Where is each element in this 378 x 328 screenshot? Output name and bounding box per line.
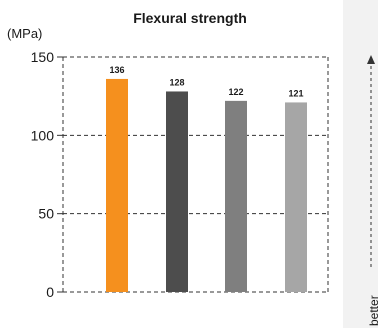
y-tick-label: 50 [38, 206, 54, 222]
y-axis-unit-label: (MPa) [7, 26, 42, 41]
bar-1 [106, 78, 128, 292]
y-tick-label: 150 [31, 49, 55, 65]
y-tick-label: 0 [46, 284, 54, 300]
bar-2 [166, 91, 188, 292]
bar-4 [285, 102, 307, 292]
data-label-2: 128 [169, 77, 184, 87]
bars [106, 78, 307, 292]
chart-title: Flexural strength [133, 10, 247, 26]
better-indicator-panel [343, 0, 378, 328]
better-indicator: better [367, 55, 378, 326]
data-label-1: 136 [109, 65, 124, 75]
data-labels: 136 128 122 121 [109, 65, 303, 99]
up-arrow-icon [367, 55, 375, 64]
bar-3 [225, 100, 247, 292]
y-axis-ticks: 0 50 100 150 [31, 49, 63, 300]
data-label-3: 122 [228, 87, 243, 97]
y-tick-label: 100 [31, 127, 55, 143]
data-label-4: 121 [288, 88, 303, 98]
better-label: better [367, 295, 378, 326]
